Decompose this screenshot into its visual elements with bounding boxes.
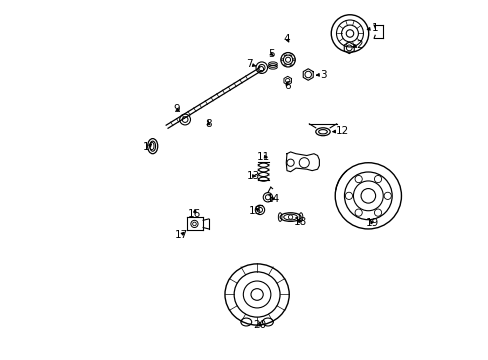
Text: 17: 17 — [175, 230, 188, 240]
Text: 1: 1 — [366, 23, 377, 33]
Text: 14: 14 — [266, 194, 279, 204]
Text: 20: 20 — [253, 320, 266, 330]
Text: 7: 7 — [245, 59, 255, 69]
Ellipse shape — [250, 289, 263, 300]
Text: 15: 15 — [248, 206, 262, 216]
Text: 5: 5 — [267, 49, 274, 59]
Text: 6: 6 — [284, 81, 290, 91]
Text: 3: 3 — [316, 69, 325, 80]
Text: 11: 11 — [256, 152, 269, 162]
Text: 10: 10 — [142, 141, 155, 152]
Text: 12: 12 — [332, 126, 349, 136]
Text: 9: 9 — [174, 104, 180, 114]
Text: 2: 2 — [353, 40, 362, 50]
Text: 18: 18 — [293, 217, 306, 227]
Text: 4: 4 — [283, 33, 290, 44]
Text: 13: 13 — [246, 171, 259, 181]
Circle shape — [346, 30, 353, 37]
Text: 8: 8 — [205, 119, 211, 129]
Text: 16: 16 — [188, 209, 201, 219]
Text: 19: 19 — [365, 218, 378, 228]
